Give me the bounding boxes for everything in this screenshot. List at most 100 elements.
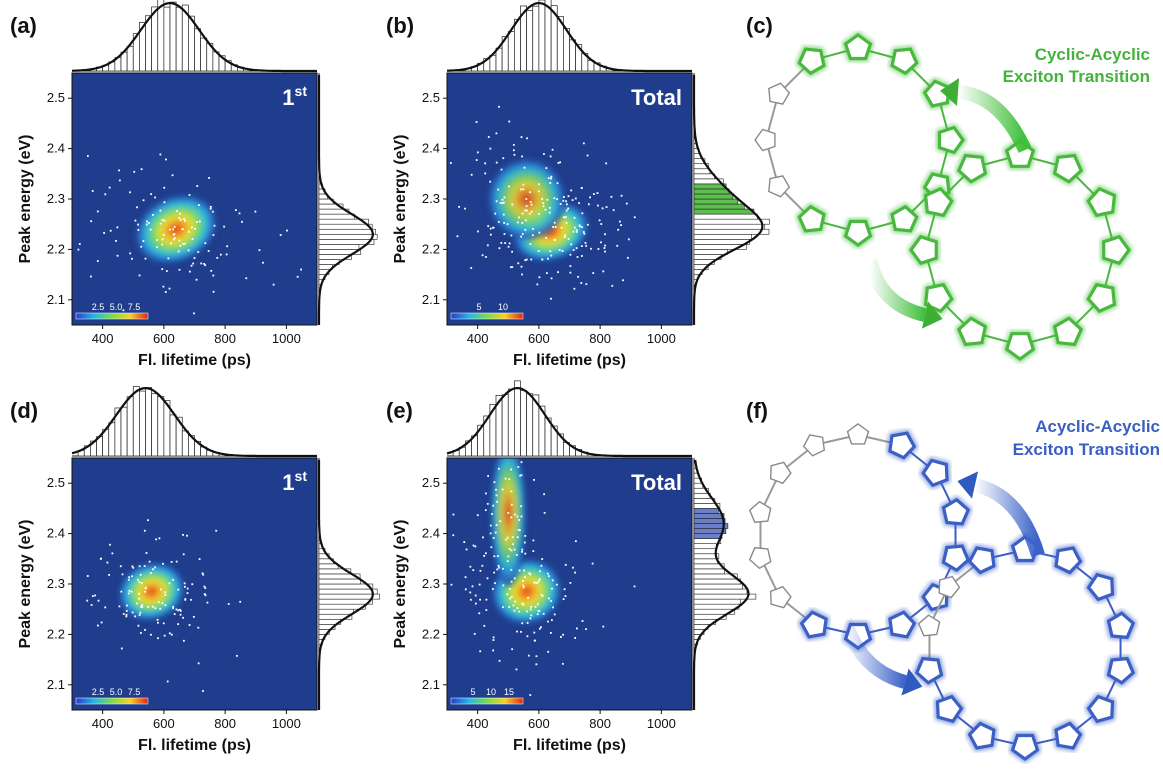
scatter-point xyxy=(151,214,154,216)
side-histogram-fit xyxy=(692,75,764,325)
scatter-point xyxy=(212,274,215,277)
scatter-point xyxy=(479,598,482,601)
scatter-point xyxy=(521,602,524,605)
pentagon-unit xyxy=(1004,332,1036,361)
scatter-point xyxy=(172,607,174,610)
arrow-head xyxy=(901,668,923,696)
scatter-point xyxy=(510,549,513,552)
scatter-point xyxy=(163,219,166,222)
scatter-point xyxy=(516,630,518,633)
scatter-point xyxy=(139,611,142,614)
x-tick-label: 400 xyxy=(92,716,114,731)
scatter-point xyxy=(142,199,145,202)
scatter-point xyxy=(179,613,182,616)
side-histogram-bar xyxy=(693,218,770,225)
pentagon-unit xyxy=(1102,234,1131,266)
scatter-point xyxy=(208,177,210,179)
scatter-point xyxy=(495,488,497,491)
scatter-point xyxy=(510,568,513,571)
scatter-point xyxy=(580,226,583,228)
scatter-point xyxy=(476,151,479,154)
scatter-point xyxy=(173,237,176,240)
scatter-point xyxy=(492,504,495,507)
scatter-point xyxy=(633,216,636,219)
side-histogram-bar xyxy=(318,583,374,590)
scatter-point xyxy=(547,257,549,260)
scatter-point xyxy=(130,590,133,593)
x-tick-label: 600 xyxy=(528,331,550,346)
scatter-point xyxy=(561,250,564,252)
scatter-point xyxy=(524,259,527,262)
pentagon-unit-inactive xyxy=(769,585,792,609)
scatter-point xyxy=(506,223,509,226)
scatter-point xyxy=(487,136,490,138)
panel-label-f: (f) xyxy=(746,398,768,423)
scatter-point xyxy=(78,243,81,245)
scatter-point xyxy=(159,222,162,225)
scatter-point xyxy=(215,529,218,532)
scatter-point xyxy=(489,532,492,535)
scatter-point xyxy=(86,155,89,157)
scatter-point xyxy=(472,544,475,547)
scatter-point xyxy=(203,263,206,265)
scatter-point xyxy=(464,588,467,591)
side-histogram-bar xyxy=(318,598,373,605)
pentagon-unit xyxy=(937,125,965,155)
side-histogram-bar xyxy=(693,173,715,180)
scatter-point xyxy=(103,232,105,234)
scatter-point xyxy=(241,220,243,223)
scatter-point xyxy=(165,158,167,161)
scatter-point xyxy=(604,250,606,253)
scatter-point xyxy=(539,570,541,573)
scatter-point xyxy=(450,583,453,586)
scatter-point xyxy=(507,512,510,514)
scatter-point xyxy=(169,228,171,231)
y-tick-label: 2.2 xyxy=(422,241,440,256)
scatter-point xyxy=(125,615,128,618)
scatter-point xyxy=(186,534,188,537)
scatter-point xyxy=(578,225,581,228)
scatter-point xyxy=(125,613,128,616)
scatter-point xyxy=(558,249,561,251)
scatter-point xyxy=(620,224,622,227)
scatter-point xyxy=(512,143,515,146)
scatter-point xyxy=(542,202,545,205)
diagram-f-title-1: Acyclic-Acyclic xyxy=(1035,417,1160,436)
top-histogram-bar xyxy=(526,393,534,457)
scatter-point xyxy=(508,242,511,245)
scatter-point xyxy=(549,250,552,253)
scatter-point xyxy=(552,226,555,228)
arrow-body xyxy=(838,617,908,689)
scatter-point xyxy=(514,600,517,603)
scatter-point xyxy=(497,221,500,223)
scatter-point xyxy=(164,291,167,293)
scatter-point xyxy=(168,632,171,635)
scatter-point xyxy=(128,576,131,579)
top-histogram-bar xyxy=(495,47,503,72)
scatter-point xyxy=(549,631,552,634)
y-tick-label: 2.5 xyxy=(422,475,440,490)
scatter-point xyxy=(520,630,522,633)
scatter-point xyxy=(156,618,159,621)
scatter-point xyxy=(452,534,455,537)
scatter-point xyxy=(477,230,479,233)
side-histogram-bar xyxy=(318,228,376,235)
scatter-point xyxy=(126,604,128,607)
top-histogram-bar xyxy=(200,37,208,72)
colorbar-tick-label: 10 xyxy=(486,687,496,697)
top-histogram-bar xyxy=(526,10,534,72)
scatter-point xyxy=(470,173,473,176)
scatter-point xyxy=(197,662,200,665)
scatter-point xyxy=(286,229,288,232)
scatter-point xyxy=(140,632,142,634)
scatter-point xyxy=(517,262,520,265)
scatter-point xyxy=(510,266,512,269)
scatter-point xyxy=(547,597,550,600)
scatter-point xyxy=(597,248,600,250)
diagram-f-title-2: Exciton Transition xyxy=(1013,440,1160,459)
scatter-point xyxy=(172,578,174,581)
scatter-point xyxy=(178,217,181,219)
scatter-point xyxy=(520,136,523,139)
scatter-point xyxy=(475,121,478,123)
